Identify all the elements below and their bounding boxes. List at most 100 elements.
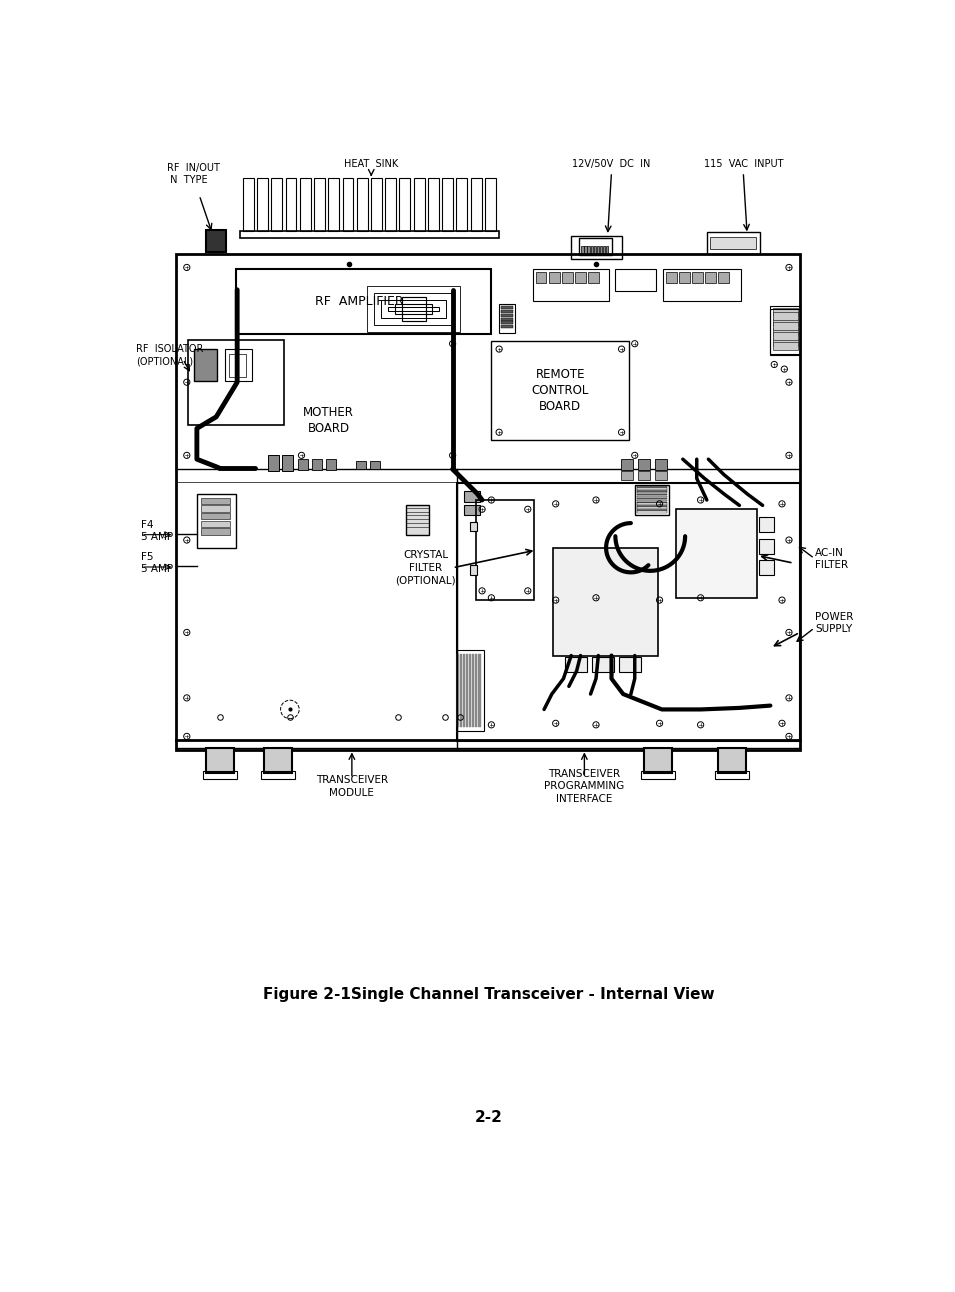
Bar xyxy=(600,245,603,253)
Bar xyxy=(773,339,797,346)
Bar xyxy=(500,314,513,317)
Bar xyxy=(381,300,446,318)
Bar xyxy=(637,509,667,510)
Bar xyxy=(584,245,586,253)
Bar xyxy=(326,459,335,470)
Bar xyxy=(206,748,234,773)
Bar xyxy=(637,504,667,505)
Bar xyxy=(582,245,584,253)
Bar xyxy=(236,269,492,335)
Bar xyxy=(638,459,650,470)
Bar xyxy=(201,505,230,512)
Text: TRANSCEIVER
MODULE: TRANSCEIVER MODULE xyxy=(316,775,388,797)
Bar xyxy=(265,748,292,773)
Text: RF  IN/OUT
 N  TYPE: RF IN/OUT N TYPE xyxy=(167,163,221,186)
Bar xyxy=(619,658,641,672)
Bar xyxy=(187,340,285,425)
Bar xyxy=(759,517,775,532)
Bar xyxy=(257,178,268,230)
Bar xyxy=(771,309,800,355)
Bar xyxy=(637,492,667,494)
Bar xyxy=(203,771,237,779)
Bar xyxy=(590,245,593,253)
Bar xyxy=(268,455,279,470)
Bar xyxy=(637,501,667,503)
Bar xyxy=(718,273,730,283)
Bar xyxy=(714,771,749,779)
Bar xyxy=(641,771,675,779)
Bar xyxy=(201,513,230,519)
Bar xyxy=(692,273,703,283)
Bar xyxy=(385,178,396,230)
Bar xyxy=(395,305,433,314)
Bar xyxy=(676,509,757,598)
Bar xyxy=(456,178,467,230)
Bar xyxy=(406,505,430,535)
Bar xyxy=(229,354,246,377)
Bar xyxy=(565,658,586,672)
Bar xyxy=(476,500,534,599)
Bar xyxy=(637,500,667,501)
Bar xyxy=(201,528,230,535)
Text: AC-IN
FILTER: AC-IN FILTER xyxy=(816,548,848,571)
Bar xyxy=(329,178,339,230)
Bar xyxy=(575,273,586,283)
Bar xyxy=(562,273,573,283)
Bar xyxy=(500,306,513,309)
Bar xyxy=(592,658,614,672)
Bar xyxy=(615,269,656,291)
Bar xyxy=(717,748,746,773)
Bar xyxy=(579,238,612,255)
Bar xyxy=(459,654,462,727)
Bar xyxy=(399,178,411,230)
Bar xyxy=(644,748,672,773)
Bar xyxy=(428,178,438,230)
Bar xyxy=(637,505,667,506)
Bar xyxy=(638,470,650,481)
Bar xyxy=(456,654,458,727)
Text: Figure 2-1Single Channel Transceiver - Internal View: Figure 2-1Single Channel Transceiver - I… xyxy=(264,987,715,1001)
Text: RF  ISOLATOR
(OPTIONAL): RF ISOLATOR (OPTIONAL) xyxy=(137,344,203,367)
Bar xyxy=(402,297,426,320)
Bar xyxy=(485,178,496,230)
Bar xyxy=(311,459,322,470)
Bar xyxy=(470,566,478,575)
Bar xyxy=(533,269,609,301)
Bar xyxy=(594,245,596,253)
Bar xyxy=(759,559,775,575)
Bar xyxy=(637,497,667,499)
Bar xyxy=(499,304,515,333)
Bar xyxy=(773,318,797,326)
Bar xyxy=(374,293,454,326)
Bar xyxy=(371,178,382,230)
Bar xyxy=(773,342,797,350)
Bar xyxy=(414,178,425,230)
Bar xyxy=(240,230,499,238)
Bar xyxy=(549,273,560,283)
Bar xyxy=(298,459,308,470)
Text: 115  VAC  INPUT: 115 VAC INPUT xyxy=(704,159,783,169)
Bar xyxy=(470,522,478,531)
Bar xyxy=(469,654,471,727)
Bar xyxy=(603,245,605,253)
Bar xyxy=(456,483,800,742)
Bar xyxy=(679,273,690,283)
Bar xyxy=(224,349,252,381)
Bar xyxy=(492,341,629,441)
Bar xyxy=(637,496,667,497)
Bar xyxy=(666,273,676,283)
Bar xyxy=(706,273,716,283)
Bar xyxy=(206,230,226,252)
Bar xyxy=(500,310,513,313)
Bar xyxy=(553,548,658,655)
Bar xyxy=(201,497,230,504)
Text: 2-2: 2-2 xyxy=(476,1110,503,1125)
Bar xyxy=(773,313,797,320)
Bar xyxy=(637,490,667,491)
Text: HEAT  SINK: HEAT SINK xyxy=(344,159,398,169)
Bar xyxy=(637,494,667,495)
Bar xyxy=(356,461,366,469)
Bar xyxy=(637,508,667,509)
Bar xyxy=(456,650,483,731)
Bar xyxy=(286,178,296,230)
